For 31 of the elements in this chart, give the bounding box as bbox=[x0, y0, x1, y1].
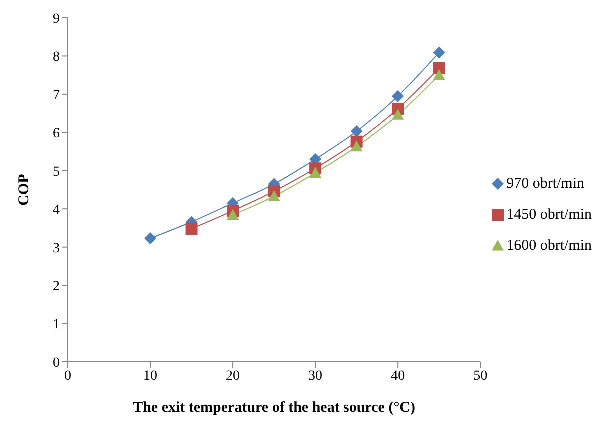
x-tick-label: 40 bbox=[391, 368, 406, 384]
y-tick-label: 3 bbox=[53, 241, 60, 256]
y-tick-label: 9 bbox=[53, 12, 60, 27]
x-tick-label: 10 bbox=[144, 368, 158, 384]
point bbox=[310, 167, 322, 178]
y-tick-label: 8 bbox=[53, 50, 60, 66]
x-tick-label: 0 bbox=[64, 368, 72, 384]
point bbox=[392, 109, 404, 120]
y-tick-label: 5 bbox=[53, 164, 60, 180]
y-tick-label: 7 bbox=[53, 88, 60, 104]
point bbox=[433, 69, 446, 80]
point bbox=[392, 90, 404, 102]
legend-label: 1450 obrt/min bbox=[506, 206, 592, 224]
point bbox=[227, 209, 240, 220]
legend-label: 1600 obrt/min bbox=[506, 238, 592, 254]
x-tick-label: 30 bbox=[308, 368, 323, 384]
y-tick-label: 2 bbox=[53, 280, 60, 295]
x-axis-title: The exit temperature of the heat source (°C) bbox=[133, 400, 416, 416]
point bbox=[268, 190, 280, 202]
y-axis-title: COP bbox=[16, 174, 32, 206]
y-tick-label: 1 bbox=[53, 318, 60, 333]
legend-label: 970 obrt/min bbox=[506, 176, 584, 192]
point bbox=[186, 222, 198, 235]
x-tick-label: 50 bbox=[474, 368, 488, 384]
point bbox=[433, 46, 446, 59]
x-tick-label: 20 bbox=[226, 368, 240, 384]
point bbox=[350, 140, 363, 152]
y-tick-label: 0 bbox=[53, 356, 60, 371]
point bbox=[144, 232, 157, 245]
y-tick-label: 4 bbox=[53, 203, 60, 218]
y-tick-label: 6 bbox=[53, 126, 60, 142]
